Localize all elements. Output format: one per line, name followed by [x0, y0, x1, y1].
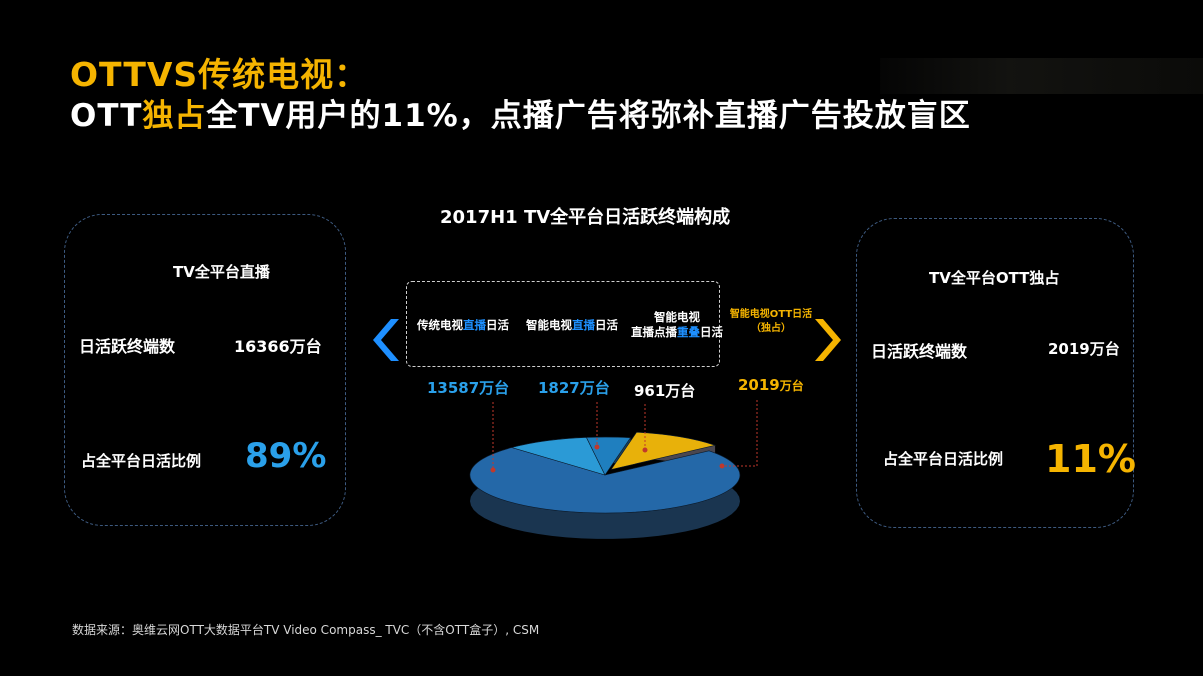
value-number: 2019 — [738, 376, 780, 394]
legend-text: 直播 — [463, 318, 486, 332]
legend-text: 日活 — [700, 325, 723, 339]
legend-item-smart-live: 智能电视直播日活 — [526, 318, 618, 333]
pie-slice-side — [470, 447, 740, 539]
data-source-note: 数据来源：奥维云网OTT大数据平台TV Video Compass_ TVC（不… — [72, 623, 540, 637]
value-label-traditional-live: 13587万台 — [427, 379, 510, 397]
legend-text: 日活 — [595, 318, 618, 332]
slide-title-line2: OTT独占全TV用户的11%，点播广告将弥补直播广告投放盲区 — [70, 90, 971, 135]
legend-text: 传统电视 — [417, 318, 463, 332]
title-part1: OTT — [70, 98, 143, 134]
value-label-ott-exclusive: 2019万台 — [738, 376, 804, 394]
live-tv-panel: TV全平台直播 日活跃终端数 16366万台 占全平台日活比例 89% — [64, 214, 346, 526]
slide-title-line1: OTTVS传统电视： — [70, 55, 369, 94]
pie-slice-1 — [469, 447, 741, 514]
pie-slice-2 — [510, 437, 606, 476]
decorative-strip — [880, 58, 1203, 94]
legend-text: 智能电视 — [526, 318, 572, 332]
legend-text: 日活 — [486, 318, 509, 332]
daily-active-value: 16366万台 — [234, 337, 322, 356]
ott-panel-title: TV全平台OTT独占 — [929, 269, 1060, 287]
share-value: 89% — [245, 436, 327, 476]
legend-text: 智能电视OTT日活 — [729, 309, 813, 320]
share-label: 占全平台日活比例 — [81, 452, 202, 470]
legend-text: （独占） — [751, 323, 791, 334]
value-unit: 万台 — [779, 379, 804, 393]
chart-title: 2017H1 TV全平台日活跃终端构成 — [440, 207, 731, 228]
ott-daily-active-label: 日活跃终端数 — [871, 342, 968, 361]
legend-text: 直播 — [572, 318, 595, 332]
pie-chart — [469, 431, 741, 539]
chevron-left-icon — [369, 317, 399, 370]
pie-slice-4 — [610, 431, 717, 471]
legend-box: 传统电视直播日活 智能电视直播日活 智能电视 直播点播重叠日活 — [406, 281, 723, 367]
legend-item-smart-overlap: 智能电视 直播点播重叠日活 — [631, 310, 723, 340]
ott-share-label: 占全平台日活比例 — [883, 450, 1004, 468]
legend-item-ott-exclusive: 智能电视OTT日活 （独占） — [728, 308, 814, 336]
chevron-right-icon — [815, 317, 845, 370]
ott-exclusive-panel: TV全平台OTT独占 日活跃终端数 2019万台 占全平台日活比例 11% — [856, 218, 1136, 528]
legend-text: 直播点播 — [631, 325, 677, 339]
daily-active-label: 日活跃终端数 — [79, 337, 176, 356]
legend-text: 智能电视 — [654, 310, 700, 324]
legend-item-traditional-live: 传统电视直播日活 — [417, 318, 509, 333]
live-tv-panel-title: TV全平台直播 — [173, 263, 270, 281]
ott-share-value: 11% — [1045, 437, 1136, 481]
title-highlight: 独占 — [142, 98, 207, 134]
title-part2: 全TV用户的11%，点播广告将弥补直播广告投放盲区 — [206, 98, 971, 134]
value-label-smart-overlap: 961万台 — [634, 382, 696, 400]
ott-daily-active-value: 2019万台 — [1048, 340, 1120, 358]
legend-text: 重叠 — [677, 325, 700, 339]
legend-text-line2: 直播点播重叠日活 — [631, 325, 723, 340]
value-label-smart-live: 1827万台 — [538, 379, 610, 397]
